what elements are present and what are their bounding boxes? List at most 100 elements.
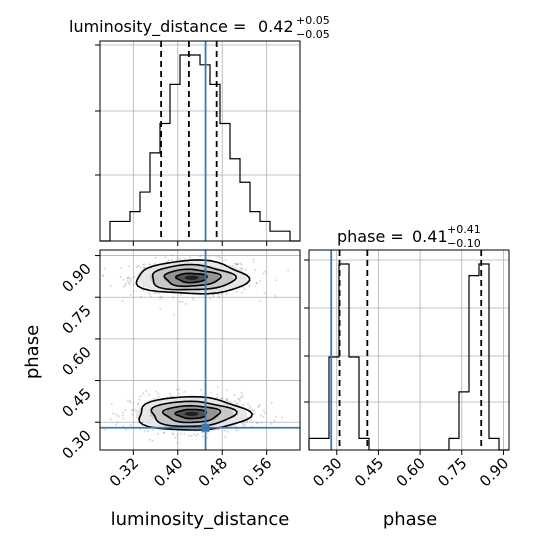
sample-point <box>159 297 162 300</box>
sample-point <box>119 276 122 278</box>
sample-point <box>129 293 132 296</box>
sample-point <box>135 266 138 268</box>
sample-point <box>196 433 199 436</box>
sample-point <box>208 254 211 257</box>
sample-point <box>143 263 146 266</box>
sample-point <box>255 282 258 285</box>
sample-point <box>244 268 247 271</box>
sample-point <box>127 281 130 284</box>
sample-point <box>212 295 215 298</box>
sample-point <box>137 402 140 405</box>
title-phase-plus: +0.41 <box>447 223 481 236</box>
sample-point <box>239 262 242 265</box>
sample-point <box>122 417 125 420</box>
sample-point <box>243 288 246 291</box>
sample-point <box>264 270 267 273</box>
sample-point <box>135 410 138 412</box>
sample-point <box>183 257 186 260</box>
sample-point <box>156 432 159 435</box>
sample-point <box>166 260 169 263</box>
sample-point <box>253 260 256 263</box>
sample-point <box>241 404 244 406</box>
sample-point <box>128 283 131 286</box>
sample-point <box>226 430 229 433</box>
contour-1-3 <box>174 408 208 420</box>
sample-point <box>258 405 261 408</box>
sample-point <box>112 412 115 415</box>
sample-point <box>172 433 175 436</box>
sample-point <box>148 438 151 441</box>
sample-point <box>137 265 140 268</box>
sample-point <box>157 292 160 295</box>
sample-point <box>122 285 125 288</box>
sample-point <box>262 416 265 418</box>
contour-1-1 <box>150 400 238 428</box>
sample-point <box>157 395 160 398</box>
sample-point <box>127 276 129 279</box>
xtick-label-1: 0.40 <box>150 454 186 490</box>
sample-point <box>210 391 213 394</box>
sample-point <box>245 420 248 423</box>
sample-point <box>187 434 190 437</box>
sample-point <box>206 436 209 439</box>
sample-point <box>236 263 239 266</box>
sample-point <box>124 284 127 287</box>
sample-point <box>251 409 254 412</box>
sample-point <box>104 428 107 431</box>
sample-point <box>259 300 262 303</box>
sample-point <box>122 278 125 281</box>
sample-point <box>148 293 151 296</box>
sample-point <box>242 424 245 427</box>
panel-frame <box>99 249 301 451</box>
sample-point <box>240 291 243 294</box>
ytick-label-2: 0.60 <box>58 343 94 379</box>
title-luminosity-distance: luminosity_distance = 0.42 +0.05 −0.05 <box>69 14 330 41</box>
sample-point <box>239 267 242 270</box>
sample-point <box>180 293 183 296</box>
sample-point <box>241 267 244 270</box>
sample-point <box>115 413 118 416</box>
sample-point <box>133 408 136 411</box>
sample-point <box>132 290 135 293</box>
sample-point <box>253 412 256 415</box>
sample-point <box>201 431 204 434</box>
sample-point <box>142 263 145 266</box>
sample-point <box>262 272 265 275</box>
sample-point <box>178 388 181 390</box>
sample-point <box>154 292 157 295</box>
sample-point <box>192 299 195 301</box>
sample-point <box>124 409 127 411</box>
sample-point <box>131 409 134 412</box>
sample-point <box>216 396 219 399</box>
sample-point <box>150 295 152 298</box>
sample-point <box>218 295 221 298</box>
sample-point <box>171 432 174 435</box>
sample-point <box>217 428 220 431</box>
sample-point <box>270 401 273 404</box>
sample-point <box>183 390 186 393</box>
sample-point <box>110 402 113 405</box>
sample-point <box>247 402 250 405</box>
ylabel-phase: phase <box>22 325 43 379</box>
ytick-label-1: 0.45 <box>58 385 94 421</box>
sample-point <box>147 291 150 294</box>
ytick-label-0: 0.30 <box>58 426 94 462</box>
sample-point <box>176 441 179 444</box>
sample-point <box>172 296 175 299</box>
density-level-0-4 <box>184 275 199 280</box>
sample-point <box>124 282 127 285</box>
contour-0-3 <box>174 272 208 284</box>
histogram-luminosity-distance <box>95 40 301 246</box>
sample-point <box>275 279 278 282</box>
sample-point <box>146 430 149 433</box>
sample-point <box>142 285 145 288</box>
sample-point <box>234 424 237 427</box>
sample-point <box>129 401 132 404</box>
sample-point <box>143 430 146 433</box>
sample-point <box>142 289 145 292</box>
sample-point <box>257 405 260 408</box>
sample-point <box>216 293 219 296</box>
sample-point <box>116 421 119 424</box>
histogram-step <box>100 54 300 242</box>
